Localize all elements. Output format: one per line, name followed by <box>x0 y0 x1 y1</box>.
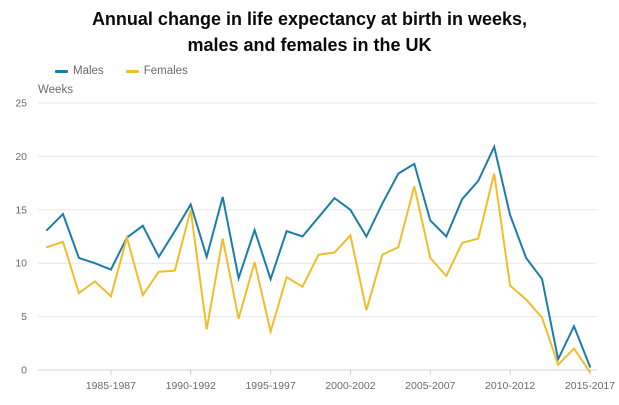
y-tick-label: 10 <box>15 258 27 270</box>
x-tick-label: 1995-1997 <box>245 380 295 392</box>
females-line <box>46 173 591 374</box>
y-axis-unit-label: Weeks <box>38 84 73 96</box>
x-tick-label: 2000-2002 <box>325 380 375 392</box>
males-line-swatch <box>55 69 68 73</box>
x-tick-label: 1990-1992 <box>166 380 216 392</box>
chart-title: Annual change in life expectancy at birt… <box>0 6 619 58</box>
females-line-swatch <box>125 69 139 73</box>
y-tick-label: 0 <box>21 365 27 377</box>
y-tick-label: 15 <box>15 204 27 216</box>
legend-label-females: Females <box>143 65 188 77</box>
legend-item-females: Females <box>125 65 188 77</box>
legend: Males Females <box>55 65 188 77</box>
y-tick-label: 5 <box>21 311 27 323</box>
y-tick-label: 20 <box>15 151 27 163</box>
legend-label-males: Males <box>73 65 104 77</box>
x-tick-label: 2005-2007 <box>405 380 455 392</box>
legend-item-males: Males <box>55 65 104 77</box>
y-tick-label: 25 <box>15 98 27 110</box>
x-tick-label: 2010-2012 <box>485 380 535 392</box>
males-line <box>46 143 591 368</box>
x-tick-label: 2015-2017 <box>565 380 615 392</box>
chart-title-line2: males and females in the UK <box>187 35 432 55</box>
x-tick-label: 1985-1987 <box>86 380 136 392</box>
chart-title-line1: Annual change in life expectancy at birt… <box>91 9 528 29</box>
